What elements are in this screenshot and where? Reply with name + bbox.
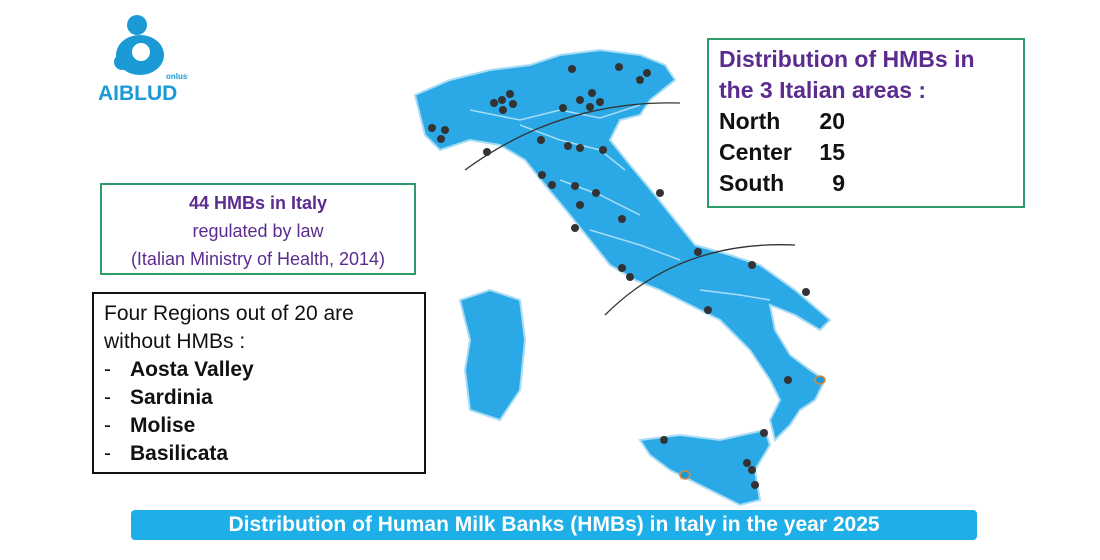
landmass — [413, 48, 832, 507]
areas-title: Distribution of HMBs in — [719, 46, 975, 72]
info-line: regulated by law — [192, 221, 324, 241]
area-name: South — [719, 170, 785, 196]
info-box: 44 HMBs in Italy regulated by law (Itali… — [100, 183, 416, 275]
bullet: - — [104, 442, 111, 465]
bullet: - — [104, 386, 111, 409]
logo-name: AIBLUD — [98, 82, 178, 105]
region-item: - Basilicata — [104, 440, 414, 468]
area-row: South 9 — [719, 168, 1013, 199]
region-name: Molise — [130, 414, 196, 437]
regions-box: Four Regions out of 20 are without HMBs … — [92, 292, 426, 474]
area-count: 20 — [819, 108, 845, 134]
region-name: Aosta Valley — [130, 358, 254, 381]
hmb-dots — [428, 63, 810, 489]
info-line: (Italian Ministry of Health, 2014) — [130, 249, 386, 269]
region-item: - Molise — [104, 412, 414, 440]
area-count: 9 — [832, 170, 845, 196]
regions-intro: Four Regions out of 20 are — [104, 302, 354, 325]
area-count: 15 — [819, 139, 845, 165]
areas-box: Distribution of HMBs in the 3 Italian ar… — [707, 38, 1025, 208]
footer-banner: Distribution of Human Milk Banks (HMBs) … — [131, 510, 977, 540]
region-item: - Sardinia — [104, 384, 414, 412]
area-name: Center — [719, 139, 792, 165]
region-name: Sardinia — [130, 386, 213, 409]
logo-tag: onlus — [166, 72, 188, 81]
area-row: Center 15 — [719, 137, 1013, 168]
region-item: - Aosta Valley — [104, 356, 414, 384]
region-name: Basilicata — [130, 442, 229, 465]
area-name: North — [719, 108, 781, 134]
regions-intro: without HMBs : — [104, 330, 246, 353]
area-row: North 20 — [719, 106, 1013, 137]
areas-title: the 3 Italian areas : — [719, 77, 927, 103]
info-title: 44 HMBs in Italy — [188, 193, 328, 213]
bullet: - — [104, 414, 111, 437]
bullet: - — [104, 358, 111, 381]
